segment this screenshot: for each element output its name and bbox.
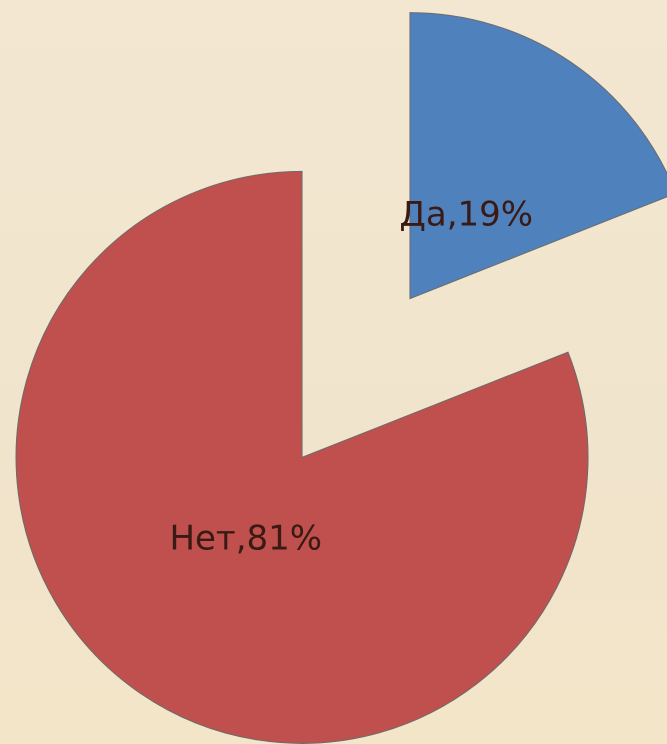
data-label: Да,19% [399, 194, 533, 234]
data-label: Нет,81% [169, 519, 322, 559]
pie-slice [409, 12, 667, 300]
pie-slice [15, 170, 589, 744]
